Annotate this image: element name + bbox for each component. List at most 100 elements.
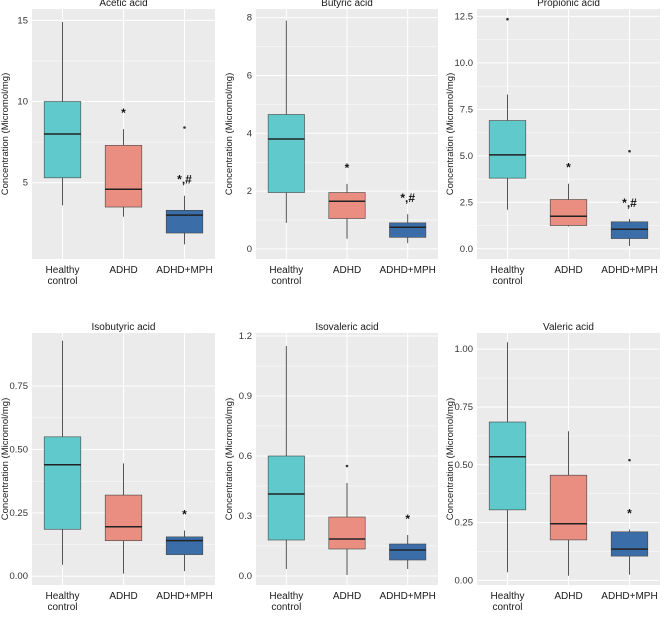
- outlier-point: [628, 149, 631, 153]
- y-tick-label: 2.5: [460, 197, 473, 208]
- chart-panel: 0.00 0.25 0.50 0.75 Isobutyric acid Concentra…: [0, 322, 215, 613]
- y-tick-label: 15: [17, 15, 28, 26]
- x-tick-label: Healthy: [269, 265, 303, 276]
- y-tick-label: 0.9: [239, 391, 252, 402]
- x-tick-label: Healthy: [46, 265, 80, 276]
- chart-panel: 5 10 15 Acetic acid Concentration (Micromol/…: [0, 0, 215, 287]
- chart-title: Isovaleric acid: [315, 322, 378, 333]
- box-iqr: [165, 536, 204, 555]
- x-tick-label: control: [47, 276, 77, 287]
- y-tick-label: 5: [23, 178, 28, 189]
- y-tick-label: 0.3: [239, 511, 252, 522]
- significance-label: *: [345, 161, 350, 175]
- x-tick-label: control: [47, 602, 77, 613]
- x-tick-label: ADHD: [333, 265, 361, 276]
- box-healthy-control: [267, 20, 305, 223]
- x-tick-label: Healthy: [491, 591, 525, 602]
- x-tick-label: control: [492, 276, 522, 287]
- y-axis-label: Concentration (Micromol/mg): [0, 398, 11, 520]
- box-adhd: *: [549, 161, 588, 227]
- box-iqr: [43, 436, 82, 530]
- x-tick-label: control: [271, 276, 301, 287]
- box-iqr: [610, 531, 649, 557]
- chart-title: Acetic acid: [99, 0, 147, 9]
- box-adhd: [328, 464, 366, 575]
- box-healthy-control: [267, 346, 305, 569]
- box-iqr: [389, 543, 427, 561]
- box-adhd-mph: *,#: [165, 126, 204, 245]
- y-tick-label: 0.25: [455, 518, 474, 529]
- x-tick-label: ADHD+MPH: [601, 265, 657, 276]
- y-tick-label: 8: [247, 13, 252, 24]
- y-tick-label: 6: [247, 70, 252, 81]
- y-axis-label: Concentration (Micromol/mg): [445, 73, 456, 195]
- significance-label: *: [182, 508, 187, 522]
- y-tick-label: 0.00: [455, 575, 474, 586]
- y-tick-label: 5.0: [460, 151, 473, 162]
- significance-label: *,#: [400, 191, 415, 205]
- x-tick-label: ADHD+MPH: [156, 265, 212, 276]
- x-tick-label: ADHD+MPH: [601, 591, 657, 602]
- outlier-point: [345, 464, 349, 468]
- y-tick-label: 12.5: [455, 11, 474, 22]
- box-adhd-mph: *,#: [389, 191, 427, 244]
- x-tick-label: Healthy: [269, 591, 303, 602]
- chart-panel: 0.0 0.3 0.6 0.9 1.2 Isovaleric acid Concentrat…: [224, 322, 438, 613]
- box-adhd: [104, 463, 143, 574]
- significance-label: *: [121, 106, 126, 120]
- y-tick-label: 0.75: [455, 402, 474, 413]
- y-tick-label: 0.50: [455, 460, 474, 471]
- outlier-point: [183, 126, 186, 129]
- y-tick-label: 0.6: [239, 451, 252, 462]
- x-tick-label: ADHD+MPH: [379, 591, 435, 602]
- box-healthy-control: [43, 340, 82, 565]
- chart-title: Propionic acid: [537, 0, 600, 9]
- y-tick-label: 0.25: [10, 508, 29, 519]
- box-healthy-control: [488, 17, 527, 210]
- y-tick-label: 0.00: [10, 571, 29, 582]
- box-iqr: [488, 421, 527, 511]
- y-axis-label: Concentration (Micromol/mg): [445, 398, 456, 520]
- y-tick-label: 7.5: [460, 104, 473, 115]
- significance-label: *,#: [622, 196, 637, 210]
- box-adhd-mph: *,#: [610, 149, 649, 246]
- box-iqr: [328, 192, 366, 219]
- box-iqr: [267, 455, 305, 541]
- chart-panel: 0.00 0.25 0.50 0.75 1.00 Valeric acid Concentr…: [445, 322, 660, 613]
- box-healthy-control: [488, 342, 527, 573]
- y-tick-label: 0.50: [10, 445, 29, 456]
- box-iqr: [610, 221, 649, 239]
- y-tick-label: 2: [247, 186, 252, 197]
- y-tick-label: 1.2: [239, 331, 252, 342]
- chart-title: Butyric acid: [321, 0, 373, 9]
- box-adhd: *: [328, 161, 366, 239]
- y-tick-label: 10: [17, 97, 28, 108]
- x-tick-label: control: [271, 602, 301, 613]
- x-tick-label: Healthy: [46, 591, 80, 602]
- y-tick-label: 1.00: [455, 344, 474, 355]
- box-iqr: [549, 199, 588, 226]
- y-axis-label: Concentration (Micromol/mg): [224, 398, 235, 520]
- box-iqr: [389, 222, 427, 238]
- outlier-point: [506, 17, 509, 21]
- box-iqr: [104, 494, 143, 541]
- box-adhd-mph: *: [389, 512, 427, 569]
- x-tick-label: ADHD: [554, 265, 582, 276]
- y-tick-label: 0.0: [460, 244, 473, 255]
- box-healthy-control: [43, 21, 82, 206]
- y-tick-label: 10.0: [455, 58, 474, 69]
- box-iqr: [43, 101, 82, 179]
- box-adhd-mph: *: [165, 508, 204, 572]
- y-axis-label: Concentration (Micromol/mg): [224, 73, 235, 195]
- x-tick-label: ADHD: [109, 265, 137, 276]
- significance-label: *: [405, 512, 410, 526]
- box-iqr: [104, 145, 143, 208]
- y-tick-label: 0: [247, 244, 252, 255]
- chart-title: Valeric acid: [543, 322, 594, 333]
- x-tick-label: ADHD: [109, 591, 137, 602]
- box-adhd: [549, 431, 588, 576]
- significance-label: *,#: [177, 173, 192, 187]
- x-tick-label: ADHD: [333, 591, 361, 602]
- box-iqr: [267, 114, 305, 193]
